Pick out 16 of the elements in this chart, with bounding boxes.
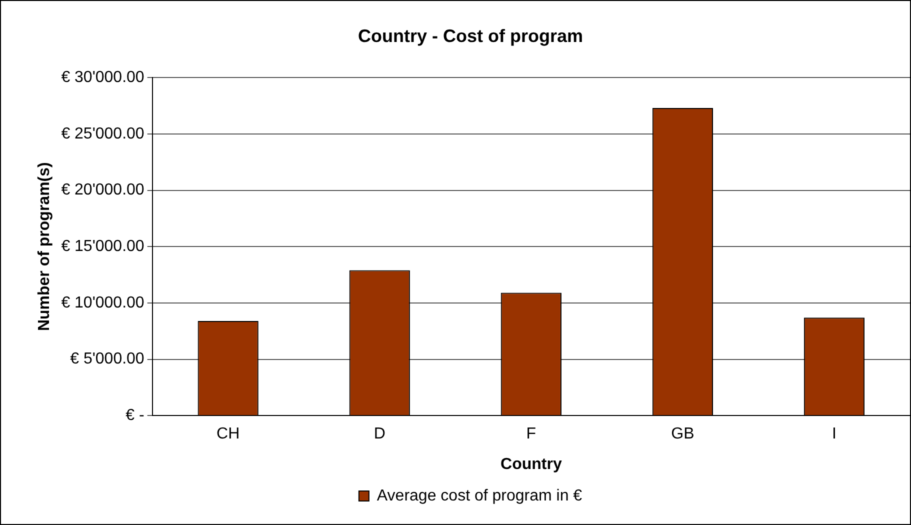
x-tick-label: GB [671,426,694,443]
x-tick-label: I [832,426,836,443]
y-tick-label: € 5'000.00 [70,350,144,368]
y-tick-label: € 15'000.00 [61,238,144,256]
x-tick-label: CH [216,426,240,443]
chart-title: Country - Cost of program [358,26,583,46]
x-tick-label: F [526,426,536,443]
legend-label: Average cost of program in € [376,487,582,504]
y-tick-label: € 10'000.00 [61,294,144,312]
y-tick-label: € 30'000.00 [61,69,144,86]
x-tick-label: D [374,426,386,443]
y-axis-title: Number of program(s) [36,162,54,332]
x-axis-title: Country [500,456,562,473]
y-tick-label: € - [126,407,144,424]
y-tick-label: € 20'000.00 [61,182,144,199]
y-tick-label: € 25'000.00 [61,125,144,142]
